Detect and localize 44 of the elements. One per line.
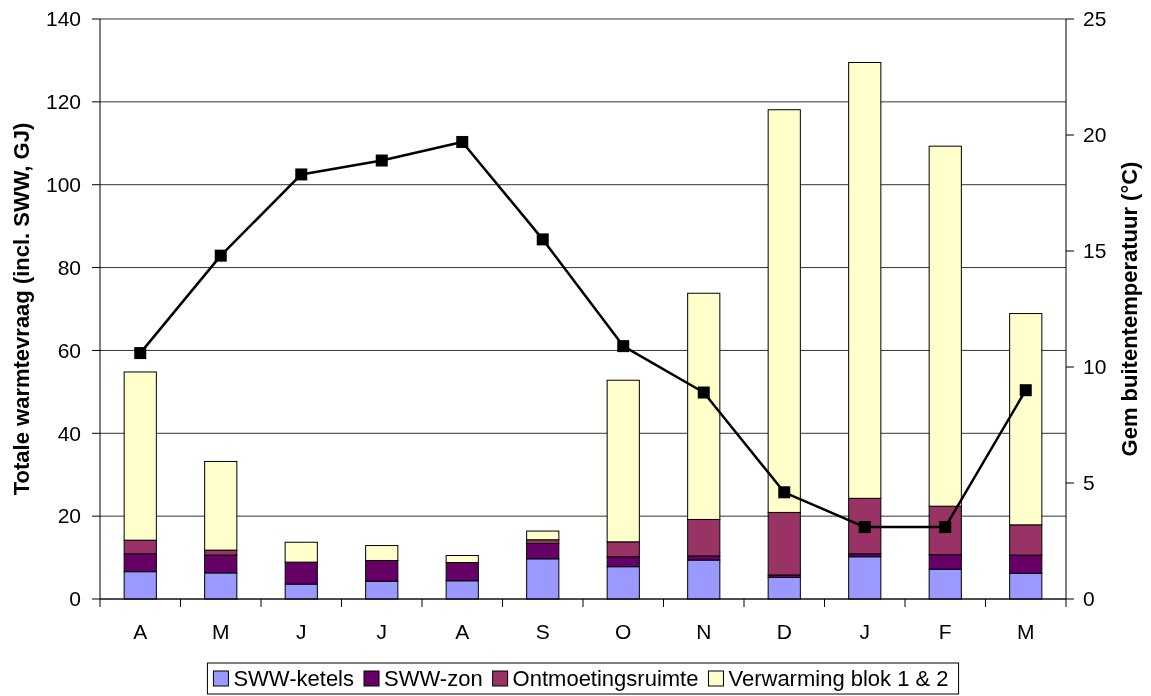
point [295, 168, 308, 181]
x-tick-label: A [455, 620, 470, 643]
point [375, 154, 388, 167]
point [456, 135, 469, 148]
x-tick-label: N [696, 620, 712, 643]
x-tick-label: J [296, 620, 307, 643]
y-tick-label: 140 [45, 7, 81, 31]
legend-label: Verwarming blok 1 & 2 [728, 666, 949, 691]
legend-label: SWW-ketels [233, 666, 355, 691]
point [697, 386, 710, 399]
y2-tick-label: 15 [1083, 239, 1107, 263]
y2-tick-label: 20 [1083, 123, 1107, 147]
x-tick-label: J [376, 620, 387, 643]
bar [526, 530, 560, 541]
y-tick-label: 40 [57, 421, 81, 445]
y-tick-label: 80 [57, 255, 81, 279]
x-tick-label: M [212, 620, 230, 643]
x-tick-label: S [535, 620, 550, 643]
point [134, 347, 147, 360]
y-tick-label: 0 [69, 587, 81, 611]
x-tick-label: J [859, 620, 870, 643]
legend-label: SWW-zon [384, 666, 483, 691]
y-axis-title: Totale warmtevraag (incl. SWW, GJ) [9, 122, 34, 496]
x-tick-label: M [1017, 620, 1035, 643]
y-tick-label: 20 [57, 504, 81, 528]
point [617, 340, 630, 353]
y2-tick-label: 0 [1083, 587, 1095, 611]
x-tick-label: F [938, 620, 952, 643]
y-tick-label: 100 [45, 173, 81, 197]
point [858, 521, 871, 534]
point [536, 233, 549, 246]
point [214, 249, 227, 262]
y2-tick-label: 25 [1083, 7, 1107, 31]
legend-label: Ontmoetingsruimte [512, 666, 699, 691]
point [1019, 384, 1032, 397]
point [778, 486, 791, 499]
x-tick-label: O [615, 620, 632, 643]
y-tick-label: 60 [57, 338, 81, 362]
y2-tick-label: 5 [1083, 471, 1095, 495]
y2-axis-title: Gem buitentemperatuur (°C) [1117, 161, 1142, 457]
y-tick-label: 120 [45, 90, 81, 114]
y2-tick-label: 10 [1083, 355, 1107, 379]
x-tick-label: D [776, 620, 792, 643]
x-tick-label: A [133, 620, 148, 643]
